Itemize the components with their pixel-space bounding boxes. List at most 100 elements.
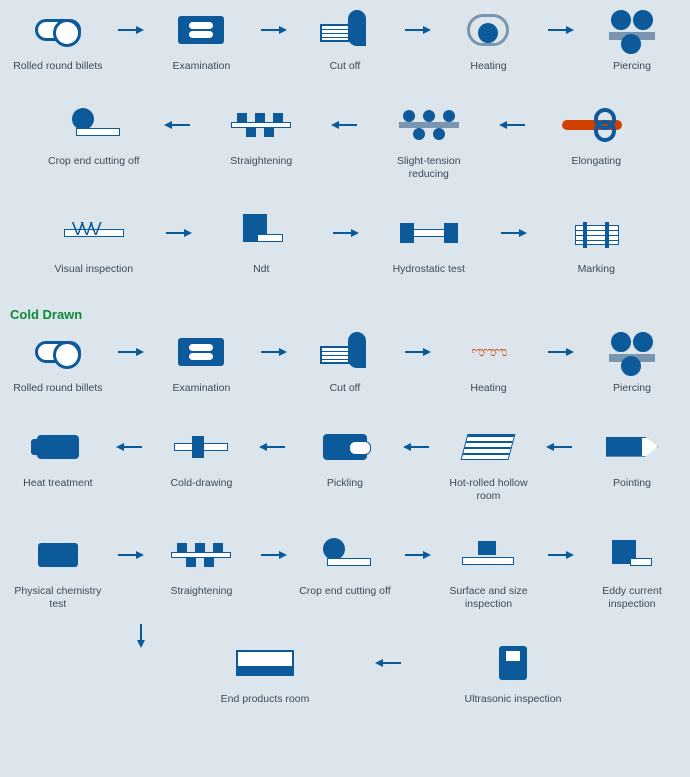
arrow-left-icon xyxy=(546,425,574,469)
step-billets: Rolled round billets xyxy=(8,330,108,395)
step-surface: Surface and size inspection xyxy=(438,533,538,611)
step-ndt: Ndt xyxy=(211,211,311,276)
phys-icon xyxy=(23,533,93,577)
step-label: Pointing xyxy=(613,477,651,490)
crop-icon xyxy=(310,533,380,577)
step-label: Elongating xyxy=(571,155,621,168)
step-hot-hollow: Hot-rolled hollow room xyxy=(438,425,538,503)
step-label: Ultrasonic inspection xyxy=(465,693,562,706)
step-phys: Physical chemistry test xyxy=(8,533,108,611)
step-label: Cut off xyxy=(330,60,361,73)
step-heating: ಌಌಌ Heating xyxy=(438,330,538,395)
arrow-left-icon xyxy=(116,425,144,469)
visual-icon: VVV xyxy=(59,211,129,255)
arrow-right-icon xyxy=(116,8,144,52)
step-cutoff: Cut off xyxy=(295,8,395,73)
arrow-left-icon xyxy=(259,425,287,469)
arrow-right-icon xyxy=(164,211,192,255)
elongating-icon xyxy=(561,103,631,147)
process-row-6: Physical chemistry test Straightening Cr… xyxy=(4,533,686,611)
step-label: Heating xyxy=(470,60,506,73)
arrow-right-icon xyxy=(546,330,574,374)
process-row-4: Rolled round billets Examination Cut off… xyxy=(4,330,686,395)
ndt-icon xyxy=(226,211,296,255)
heat-treatment-icon xyxy=(23,425,93,469)
hot-hollow-icon xyxy=(453,425,523,469)
step-piercing: Piercing xyxy=(582,330,682,395)
surface-icon xyxy=(453,533,523,577)
process-row-5: Heat treatment Cold-drawing Pickling Hot… xyxy=(4,425,686,503)
step-label: Pickling xyxy=(327,477,363,490)
step-eddy: Eddy current inspection xyxy=(582,533,682,611)
step-label: End products room xyxy=(221,693,310,706)
cutoff-icon xyxy=(310,330,380,374)
ultrasonic-icon xyxy=(478,641,548,685)
arrow-right-icon xyxy=(116,330,144,374)
section-title: Cold Drawn xyxy=(10,307,686,322)
step-piercing: Piercing xyxy=(582,8,682,73)
step-cutoff: Cut off xyxy=(295,330,395,395)
cold-drawing-icon xyxy=(166,425,236,469)
step-examination: Examination xyxy=(151,8,251,73)
step-label: Eddy current inspection xyxy=(582,585,682,611)
arrow-right-icon xyxy=(259,330,287,374)
pickling-icon xyxy=(310,425,380,469)
cutoff-icon xyxy=(310,8,380,52)
step-label: Physical chemistry test xyxy=(8,585,108,611)
arrow-right-icon xyxy=(116,533,144,577)
step-examination: Examination xyxy=(151,330,251,395)
step-elongating: Elongating xyxy=(546,103,646,168)
step-crop: Crop end cutting off xyxy=(44,103,144,168)
marking-icon xyxy=(561,211,631,255)
step-label: Ndt xyxy=(253,263,269,276)
step-label: Marking xyxy=(578,263,615,276)
examination-icon xyxy=(166,8,236,52)
pointing-icon xyxy=(597,425,667,469)
billets-icon xyxy=(23,330,93,374)
arrow-right-icon xyxy=(403,330,431,374)
heating-icon: ಌಌಌ xyxy=(453,330,523,374)
end-room-icon xyxy=(230,641,300,685)
piercing-icon xyxy=(597,8,667,52)
step-label: Cut off xyxy=(330,382,361,395)
step-label: Slight-tension reducing xyxy=(379,155,479,181)
arrow-right-icon xyxy=(403,8,431,52)
arrow-right-icon xyxy=(499,211,527,255)
step-ultrasonic: Ultrasonic inspection xyxy=(463,641,563,706)
arrow-left-icon xyxy=(403,425,431,469)
step-cold-drawing: Cold-drawing xyxy=(151,425,251,490)
billets-icon xyxy=(23,8,93,52)
step-crop: Crop end cutting off xyxy=(295,533,395,598)
piercing-icon xyxy=(597,330,667,374)
arrow-right-icon xyxy=(546,8,574,52)
step-label: Straightening xyxy=(170,585,232,598)
step-end-room: End products room xyxy=(215,641,315,706)
arrow-left-icon xyxy=(164,103,192,147)
straightening-icon xyxy=(166,533,236,577)
step-visual: VVV Visual inspection xyxy=(44,211,144,276)
step-pointing: Pointing xyxy=(582,425,682,490)
heating-icon xyxy=(453,8,523,52)
step-label: Crop end cutting off xyxy=(299,585,390,598)
step-label: Heating xyxy=(470,382,506,395)
eddy-icon xyxy=(597,533,667,577)
step-label: Crop end cutting off xyxy=(48,155,139,168)
step-label: Straightening xyxy=(230,155,292,168)
step-heat-treatment: Heat treatment xyxy=(8,425,108,490)
process-row-2: Crop end cutting off Straightening Sligh… xyxy=(4,103,686,181)
step-pickling: Pickling xyxy=(295,425,395,490)
step-label: Rolled round billets xyxy=(13,382,102,395)
step-label: Surface and size inspection xyxy=(438,585,538,611)
step-straightening: Straightening xyxy=(211,103,311,168)
step-billets: Rolled round billets xyxy=(8,8,108,73)
step-heating: Heating xyxy=(438,8,538,73)
step-label: Examination xyxy=(173,60,231,73)
step-label: Cold-drawing xyxy=(170,477,232,490)
step-hydro: Hydrostatic test xyxy=(379,211,479,276)
straightening-icon xyxy=(226,103,296,147)
step-label: Hot-rolled hollow room xyxy=(438,477,538,503)
arrow-right-icon xyxy=(259,533,287,577)
step-tension: Slight-tension reducing xyxy=(379,103,479,181)
examination-icon xyxy=(166,330,236,374)
arrow-right-icon xyxy=(403,533,431,577)
